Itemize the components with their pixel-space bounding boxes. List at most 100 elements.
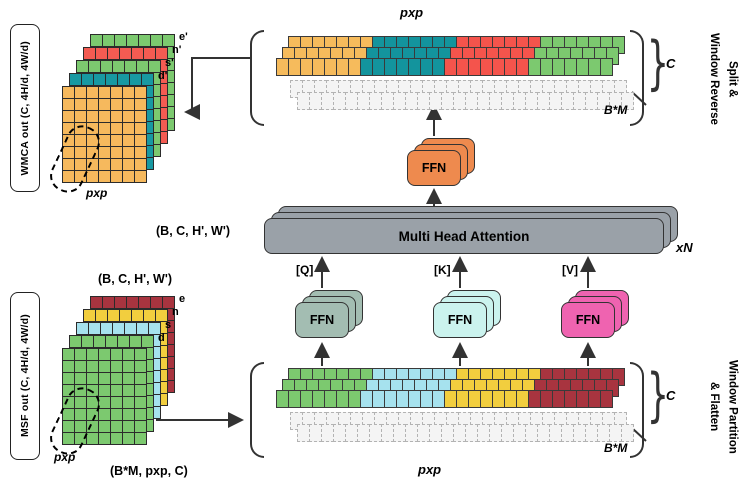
grid-cell [123, 147, 134, 158]
grid-cell [111, 135, 122, 146]
ffn-k-label: FFN [447, 313, 473, 327]
grid-cell [75, 433, 86, 444]
grid-cell [137, 61, 148, 72]
grid-cell [135, 421, 146, 432]
grid-cell [123, 421, 134, 432]
grid-cell [142, 384, 153, 395]
grid-cell [120, 310, 131, 321]
grid-cell [163, 95, 174, 106]
mha-label: Multi Head Attention [398, 228, 530, 244]
grid-cell [156, 370, 167, 381]
msf-out-box: MSF out (C, 4H/d, 4W/d) [10, 292, 40, 460]
grid-cell [111, 123, 122, 134]
left-bracket-top [250, 30, 264, 126]
grid-cell [111, 349, 122, 360]
grid-cell [123, 373, 134, 384]
grid-cell [75, 421, 86, 432]
grid-cell [87, 397, 98, 408]
grid-cell [142, 408, 153, 419]
grid-cell [118, 74, 129, 85]
v-tag: [V] [562, 263, 578, 277]
bm-label-bottom: B*M [604, 441, 628, 455]
grid-cell [115, 35, 126, 46]
grid-cell [142, 336, 153, 347]
grid-cell [87, 385, 98, 396]
grid-cell [99, 373, 110, 384]
grid-cell [99, 385, 110, 396]
grid-cell [82, 336, 93, 347]
grid-cell [87, 123, 98, 134]
grid-cell [75, 171, 86, 182]
grid-cell [87, 99, 98, 110]
grid-cell [75, 385, 86, 396]
layer-label: s [165, 319, 172, 331]
grid-cell [108, 48, 119, 59]
layer-label: d [158, 332, 165, 344]
grid-cell [127, 35, 138, 46]
pxp-label-top-stack: pxp [86, 186, 108, 200]
grid-cell [111, 111, 122, 122]
arrow-reverse-to-wmca-stack [184, 57, 250, 120]
grid-cell [135, 99, 146, 110]
token-row [276, 58, 613, 76]
layer-label: d' [158, 70, 168, 82]
xn-label: xN [676, 240, 693, 255]
grid-cell [87, 433, 98, 444]
grid-cell [132, 48, 143, 59]
grid-cell [156, 120, 167, 131]
grid-cell [130, 74, 141, 85]
grid-cell [156, 346, 167, 357]
grid-cell [156, 60, 167, 71]
grid-cell [123, 397, 134, 408]
grid-cell [75, 135, 86, 146]
grid-cell [142, 420, 153, 431]
grid-cell [106, 74, 117, 85]
grid-cell [123, 123, 134, 134]
grid-cell [163, 47, 174, 58]
grid-cell [82, 74, 93, 85]
grid-cell [63, 421, 74, 432]
grid-cell [132, 310, 143, 321]
grid-cell [163, 333, 174, 344]
grid-cell [156, 132, 167, 143]
grid-cell [163, 107, 174, 118]
shape-label-msf-out: (B, C, H', W') [98, 272, 172, 286]
grid-cell [149, 61, 160, 72]
grid-cell [149, 359, 160, 370]
grid-cell [94, 336, 105, 347]
grid-cell [101, 61, 112, 72]
grid-cell [163, 35, 174, 46]
grid-cell [99, 147, 110, 158]
grid-cell [135, 135, 146, 146]
grid-cell [149, 407, 160, 418]
grid-cell [135, 159, 146, 170]
grid-cell [101, 323, 112, 334]
grid-cell [75, 99, 86, 110]
q-tag: [Q] [296, 263, 314, 277]
grid-cell [142, 134, 153, 145]
grid-cell [63, 397, 74, 408]
grid-cell [75, 409, 86, 420]
grid-cell [135, 373, 146, 384]
grid-cell [163, 321, 174, 332]
grid-cell [123, 385, 134, 396]
grid-cell [127, 297, 138, 308]
grid-cell [113, 323, 124, 334]
k-tag: [K] [434, 263, 451, 277]
grid-cell [63, 111, 74, 122]
grid-cell [163, 345, 174, 356]
grid-cell [151, 35, 162, 46]
grid-cell [135, 361, 146, 372]
grid-cell [89, 61, 100, 72]
mha-front: Multi Head Attention [264, 218, 664, 254]
grid-cell [163, 309, 174, 320]
grid-cell [111, 147, 122, 158]
grid-cell [139, 297, 150, 308]
grid-cell [96, 48, 107, 59]
grid-cell [156, 84, 167, 95]
grid-cell [163, 297, 174, 308]
grid-cell [87, 135, 98, 146]
grid-cell [151, 297, 162, 308]
right-bracket-top [630, 30, 644, 126]
